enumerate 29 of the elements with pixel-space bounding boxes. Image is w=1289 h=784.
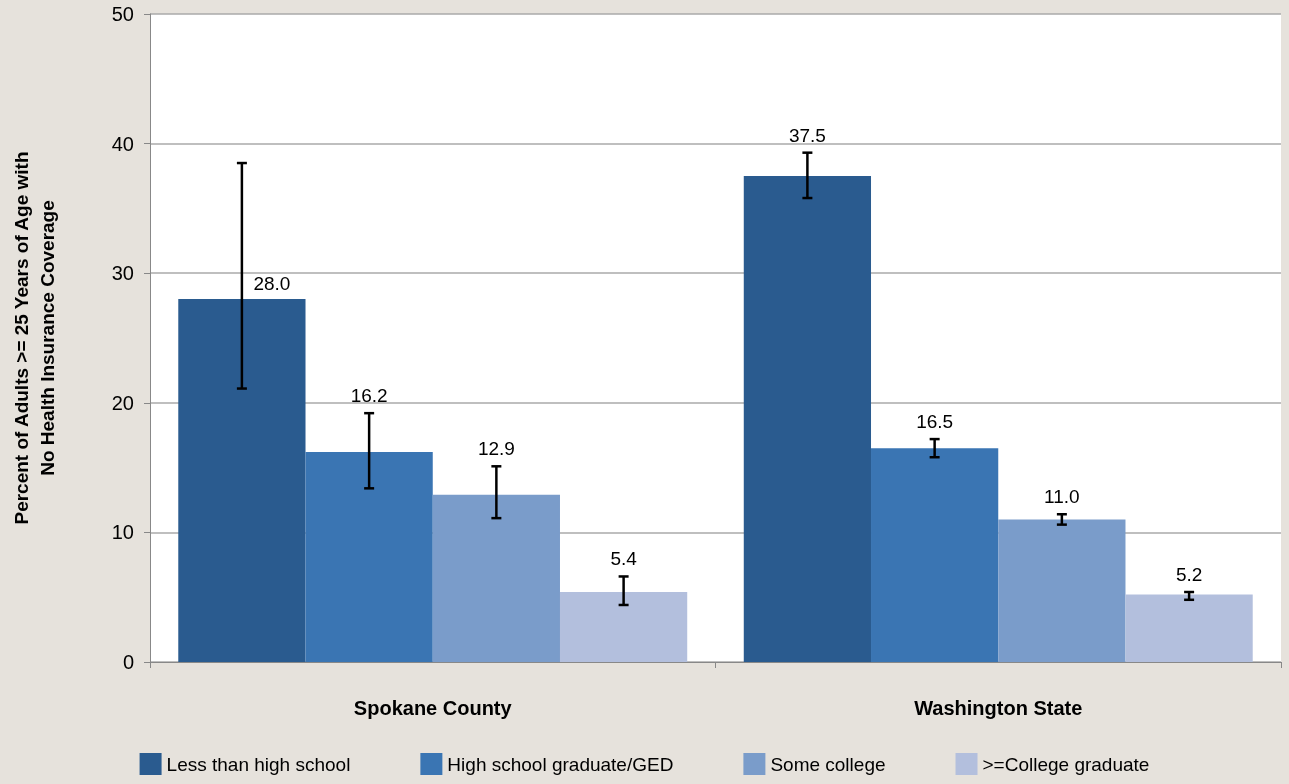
data-label: 37.5 <box>788 124 826 146</box>
legend-label: High school graduate/GED <box>447 753 674 775</box>
y-tick-label: 20 <box>111 391 134 414</box>
data-label: 5.2 <box>1175 564 1203 586</box>
y-axis-title: Percent of Adults >= 25 Years of Age with No Health Insurance Coverage <box>10 151 58 525</box>
bar <box>743 176 872 662</box>
bar <box>998 519 1126 662</box>
data-label: 28.0 <box>253 273 291 295</box>
y-tick-label: 30 <box>111 262 134 285</box>
bar <box>1125 594 1253 662</box>
data-label: 5.4 <box>610 548 638 570</box>
bar <box>432 494 560 662</box>
legend-label: >=College graduate <box>982 753 1150 775</box>
x-tick-label: Spokane County <box>353 697 513 719</box>
y-tick-label: 10 <box>111 521 134 544</box>
data-label: 16.5 <box>916 411 954 433</box>
data-label: 11.0 <box>1044 486 1080 508</box>
bar <box>871 448 999 662</box>
y-tick-label: 0 <box>122 651 134 673</box>
data-label: 12.9 <box>477 438 515 460</box>
bar <box>305 452 433 662</box>
legend-label: Less than high school <box>166 753 351 775</box>
x-tick-label: Washington State <box>914 697 1083 719</box>
bar <box>559 592 688 662</box>
data-label: 16.2 <box>350 385 388 407</box>
legend-label: Some college <box>770 753 886 775</box>
bar <box>178 299 306 662</box>
y-tick-label: 40 <box>111 132 134 155</box>
y-tick-label: 50 <box>111 3 134 25</box>
